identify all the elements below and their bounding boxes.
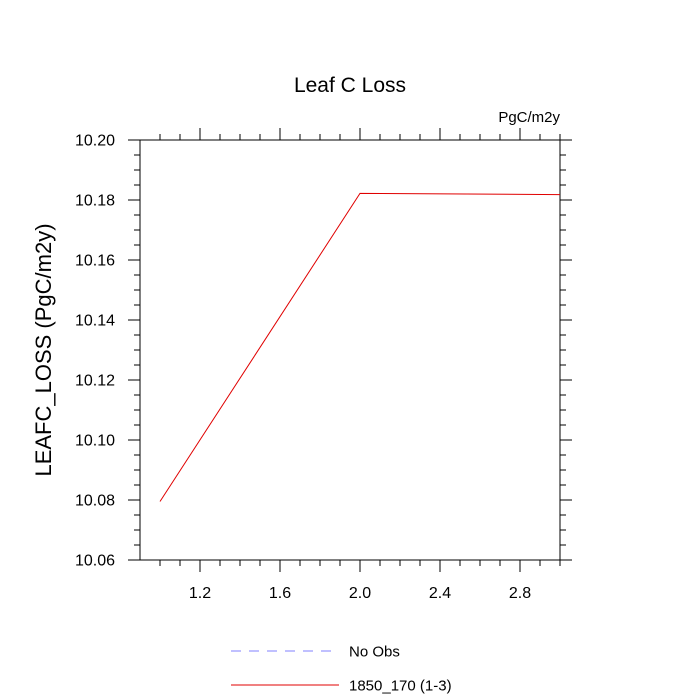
x-tick-label: 2.8 xyxy=(509,585,531,602)
legend: No Obs 1850_170 (1-3) xyxy=(231,644,452,695)
series-lines xyxy=(159,192,561,502)
tick-labels: 1.2 1.6 2.0 2.4 2.8 10.06 10.08 10.10 10.12 10.14… xyxy=(75,133,531,603)
x-tick-label: 2.4 xyxy=(429,585,451,602)
y-tick-label: 10.16 xyxy=(75,253,115,270)
y-tick-label: 10.08 xyxy=(75,493,115,510)
chart-title: Leaf C Loss xyxy=(294,74,406,97)
x-tick-label: 1.2 xyxy=(189,585,211,602)
y-axis-label: LEAFC_LOSS (PgC/m2y) xyxy=(31,223,56,476)
series-line xyxy=(159,192,561,502)
y-tick-label: 10.12 xyxy=(75,373,115,390)
x-tick-label: 2.0 xyxy=(349,585,371,602)
axis-ticks xyxy=(128,128,572,572)
y-tick-label: 10.10 xyxy=(75,433,115,450)
y-tick-label: 10.18 xyxy=(75,193,115,210)
legend-label: No Obs xyxy=(349,644,400,661)
units-label: PgC/m2y xyxy=(498,109,560,126)
y-tick-label: 10.06 xyxy=(75,553,115,570)
x-tick-label: 1.6 xyxy=(269,585,291,602)
legend-label: 1850_170 (1-3) xyxy=(349,678,452,695)
plot-frame xyxy=(139,139,561,561)
y-tick-label: 10.20 xyxy=(75,133,115,150)
y-tick-label: 10.14 xyxy=(75,313,115,330)
